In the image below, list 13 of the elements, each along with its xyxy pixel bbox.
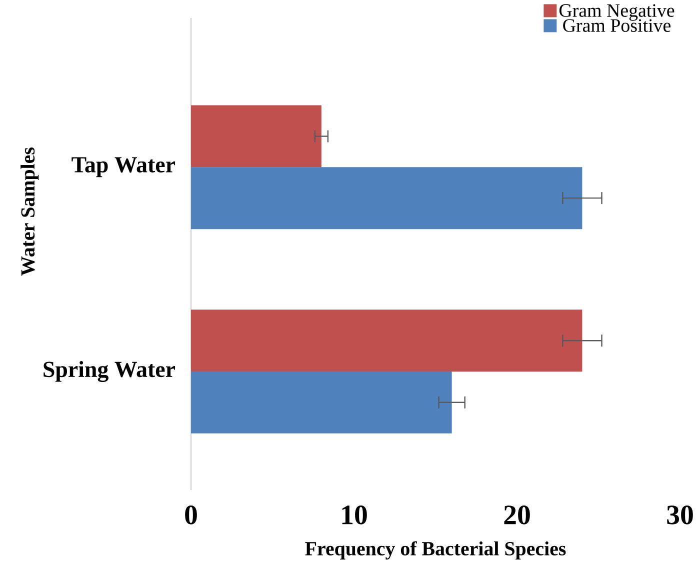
y-axis-title: Water Samples (20, 148, 39, 276)
legend-label: Gram Positive (563, 19, 671, 32)
x-axis-title: Frequency of Bacterial Species (305, 541, 566, 560)
bar (191, 105, 322, 168)
bar (191, 371, 452, 434)
bar (191, 310, 582, 372)
y-tick-label: Spring Water (44, 361, 175, 382)
y-tick-label: Tap Water (72, 157, 176, 178)
x-tick-label: 10 (342, 506, 367, 524)
bar (191, 167, 582, 230)
x-tick-label: 20 (504, 506, 530, 524)
x-tick-label: 0 (185, 506, 197, 524)
x-tick-label: 30 (667, 506, 693, 524)
